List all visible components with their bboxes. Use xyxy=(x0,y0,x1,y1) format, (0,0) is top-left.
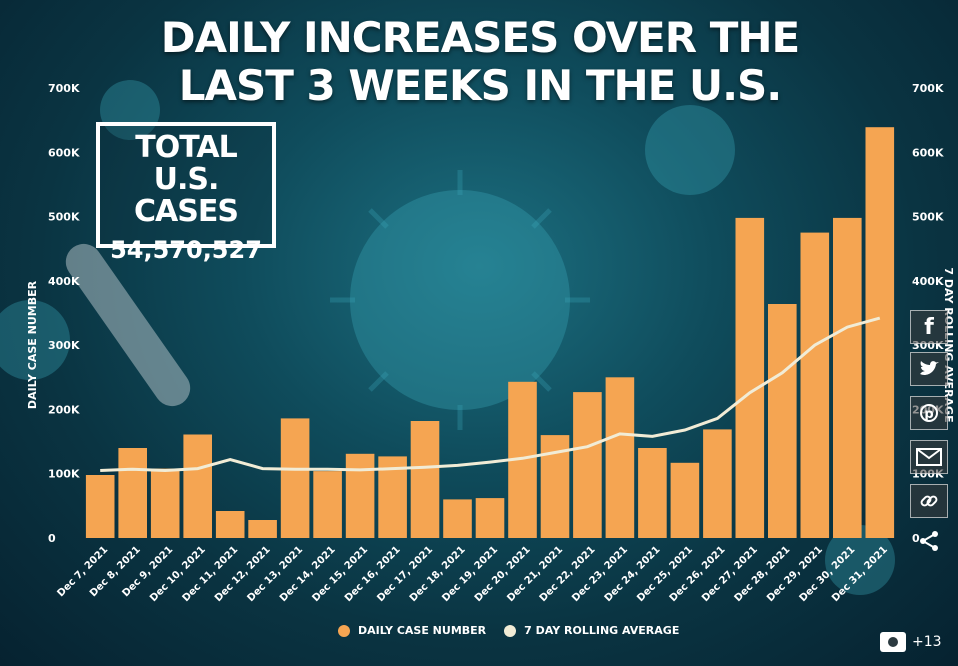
x-tick-label: Dec 24, 2021 xyxy=(603,544,663,604)
total-cases-label: TOTAL U.S. CASES xyxy=(134,130,239,229)
bar xyxy=(768,304,797,538)
bar xyxy=(800,232,830,538)
pinterest-share-button[interactable]: p xyxy=(910,396,948,430)
x-tick-label: Dec 27, 2021 xyxy=(700,544,760,604)
svg-text:p: p xyxy=(924,407,933,422)
x-tick-label: Dec 26, 2021 xyxy=(668,544,728,604)
bar xyxy=(833,217,862,538)
bar xyxy=(280,418,310,538)
twitter-icon xyxy=(920,361,939,375)
legend-rolling-label: 7 DAY ROLLING AVERAGE xyxy=(524,624,680,637)
x-tick-label: Dec 28, 2021 xyxy=(733,544,793,604)
bar xyxy=(150,468,180,538)
y-axis-label-left: DAILY CASE NUMBER xyxy=(26,280,39,409)
x-tick-label: Dec 20, 2021 xyxy=(473,544,533,604)
share-button[interactable] xyxy=(910,524,948,558)
legend: DAILY CASE NUMBER 7 DAY ROLLING AVERAGE xyxy=(338,624,679,637)
y-tick-label-left: 0 xyxy=(48,532,56,545)
bar xyxy=(605,377,635,538)
link-icon xyxy=(920,495,938,507)
y-tick-label-right: 600K xyxy=(912,146,944,159)
x-tick-label: Dec 10, 2021 xyxy=(148,544,208,604)
y-tick-label-left: 100K xyxy=(48,468,80,481)
bar-series xyxy=(85,127,895,538)
x-tick-label: Dec 17, 2021 xyxy=(375,544,435,604)
y-tick-label-right: 0 xyxy=(912,532,920,545)
bar xyxy=(85,475,115,538)
legend-daily-label: DAILY CASE NUMBER xyxy=(358,624,487,637)
x-tick-label: Dec 29, 2021 xyxy=(765,544,825,604)
y-axis-left: 0 100K 200K 300K 400K 500K 600K 700K xyxy=(48,82,80,545)
x-tick-label: Dec 14, 2021 xyxy=(278,544,338,604)
y-tick-label-left: 600K xyxy=(48,146,80,159)
x-tick-label: Dec 16, 2021 xyxy=(343,544,403,604)
twitter-share-button[interactable] xyxy=(910,352,948,386)
share-icon xyxy=(920,531,938,551)
email-icon xyxy=(916,448,942,466)
bar xyxy=(215,511,245,538)
photo-count: +13 xyxy=(912,634,942,650)
bar xyxy=(573,392,602,538)
bar xyxy=(703,429,732,538)
y-tick-label-right: 700K xyxy=(912,82,944,95)
email-share-button[interactable] xyxy=(910,440,948,474)
x-tick-label: Dec 21, 2021 xyxy=(505,544,565,604)
y-tick-label-left: 500K xyxy=(48,211,80,224)
bar xyxy=(183,434,212,538)
rolling-average-line xyxy=(100,316,881,473)
facebook-share-button[interactable]: f xyxy=(910,310,948,344)
legend-rolling-swatch xyxy=(504,624,517,637)
bar xyxy=(118,448,147,538)
legend-daily-swatch xyxy=(338,624,350,637)
y-tick-label-left: 400K xyxy=(48,275,80,288)
photo-gallery-button[interactable]: +13 xyxy=(880,632,942,652)
y-tick-label-right: 400K xyxy=(912,275,944,288)
bar xyxy=(443,499,472,538)
bar xyxy=(345,453,375,538)
bar xyxy=(248,520,277,538)
x-tick-label: Dec 15, 2021 xyxy=(310,544,370,604)
x-tick-label: Dec 25, 2021 xyxy=(635,544,695,604)
y-tick-label-left: 700K xyxy=(48,82,80,95)
x-tick-label: Dec 13, 2021 xyxy=(245,544,305,604)
x-tick-label: Dec 19, 2021 xyxy=(440,544,500,604)
x-tick-label: Dec 12, 2021 xyxy=(213,544,273,604)
bar xyxy=(638,448,667,538)
bar xyxy=(670,462,700,538)
copy-link-button[interactable] xyxy=(910,484,948,518)
x-tick-label: Dec 22, 2021 xyxy=(538,544,598,604)
y-tick-label-left: 200K xyxy=(48,403,80,416)
x-tick-label: Dec 11, 2021 xyxy=(181,544,241,604)
bar xyxy=(865,127,895,538)
test-tube-icon xyxy=(65,243,191,407)
total-cases-box: TOTAL U.S. CASES 54,570,527 xyxy=(96,122,276,264)
bar xyxy=(313,471,342,538)
facebook-icon: f xyxy=(924,314,934,340)
bar xyxy=(735,217,765,538)
chart-title: DAILY INCREASES OVER THE LAST 3 WEEKS IN… xyxy=(160,13,800,110)
virus-spike-decoration-icon xyxy=(330,170,590,430)
total-cases-value: 54,570,527 xyxy=(110,236,262,264)
x-tick-label: Dec 23, 2021 xyxy=(570,544,630,604)
pinterest-icon: p xyxy=(920,404,938,422)
x-tick-label: Dec 18, 2021 xyxy=(408,544,468,604)
y-tick-label-left: 300K xyxy=(48,339,80,352)
bar xyxy=(475,498,505,538)
y-tick-label-right: 500K xyxy=(912,211,944,224)
bar xyxy=(410,421,440,538)
camera-icon xyxy=(880,632,906,652)
